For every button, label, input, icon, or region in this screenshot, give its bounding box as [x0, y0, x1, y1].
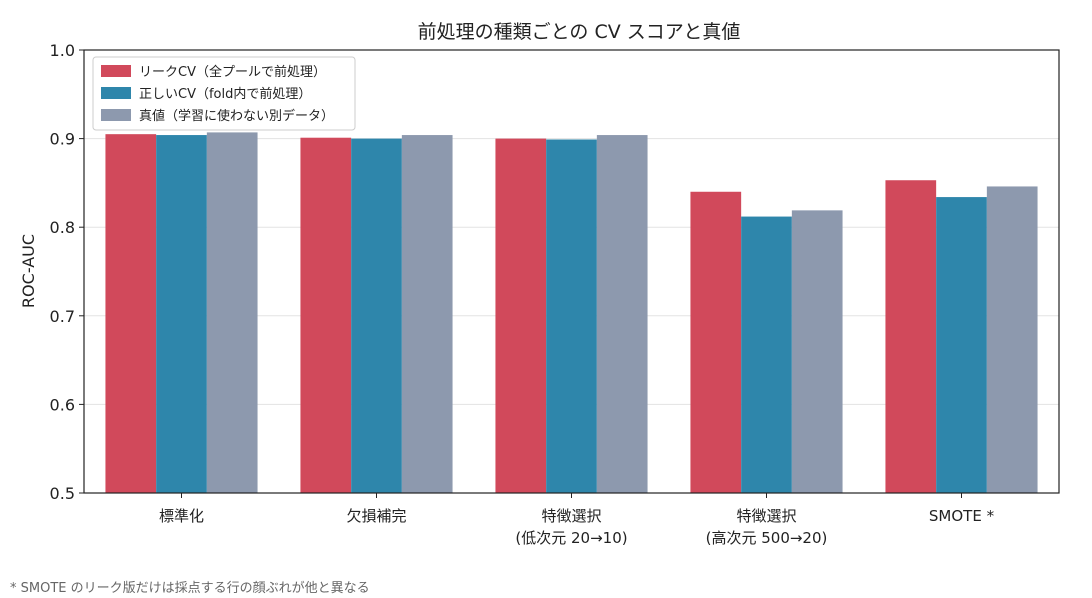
bar [885, 180, 937, 493]
y-tick-label: 0.5 [50, 484, 75, 503]
legend: リークCV（全プールで前処理） 正しいCV（fold内で前処理） 真値（学習に使わな… [92, 56, 356, 131]
y-tick-label: 0.7 [50, 307, 75, 326]
bar [401, 135, 453, 493]
x-tick-label: 標準化 [159, 507, 204, 525]
y-tick-label: 0.9 [50, 130, 75, 149]
legend-label: リークCV（全プールで前処理） [139, 64, 326, 80]
x-tick-label: 欠損補完 [346, 507, 406, 525]
bar [156, 135, 207, 493]
footnote: * SMOTE のリーク版だけは採点する行の顔ぶれが他と異なる [10, 581, 370, 596]
legend-box [92, 56, 356, 131]
bar [546, 139, 597, 493]
x-tick-label: (低次元 20→10) [515, 529, 627, 547]
legend-swatch [101, 65, 131, 77]
y-tick-label: 0.6 [50, 395, 75, 414]
y-tick-label: 1.0 [50, 41, 75, 60]
x-tick-label: SMOTE * [929, 507, 995, 525]
y-tick-label: 0.8 [50, 218, 75, 237]
legend-label: 真値（学習に使わない別データ） [139, 108, 334, 124]
legend-swatch [101, 87, 131, 99]
legend-label: 正しいCV（fold内で前処理） [139, 86, 311, 102]
bar [936, 197, 987, 494]
x-axis: 標準化 欠損補完 特徴選択 (低次元 20→10) 特徴選択 (高次元 500→20) SM… [159, 493, 995, 547]
bars [105, 132, 1038, 494]
bar [690, 191, 742, 493]
x-tick-label: (高次元 500→20) [706, 529, 828, 547]
chart-title: 前処理の種類ごとの CV スコアと真値 [418, 21, 741, 43]
bar [596, 135, 648, 493]
bar [791, 210, 843, 493]
y-axis-label: ROC-AUC [19, 234, 38, 308]
bar [741, 216, 792, 493]
bar [206, 132, 258, 493]
bar [351, 138, 402, 493]
bar [986, 186, 1038, 493]
bar [105, 134, 157, 494]
x-tick-label: 特徴選択 [736, 507, 796, 525]
bar [300, 137, 352, 494]
bar [495, 138, 547, 493]
x-tick-label: 特徴選択 [541, 507, 601, 525]
y-axis: 0.5 0.6 0.7 0.8 0.9 1.0 [50, 41, 84, 503]
legend-swatch [101, 109, 131, 121]
